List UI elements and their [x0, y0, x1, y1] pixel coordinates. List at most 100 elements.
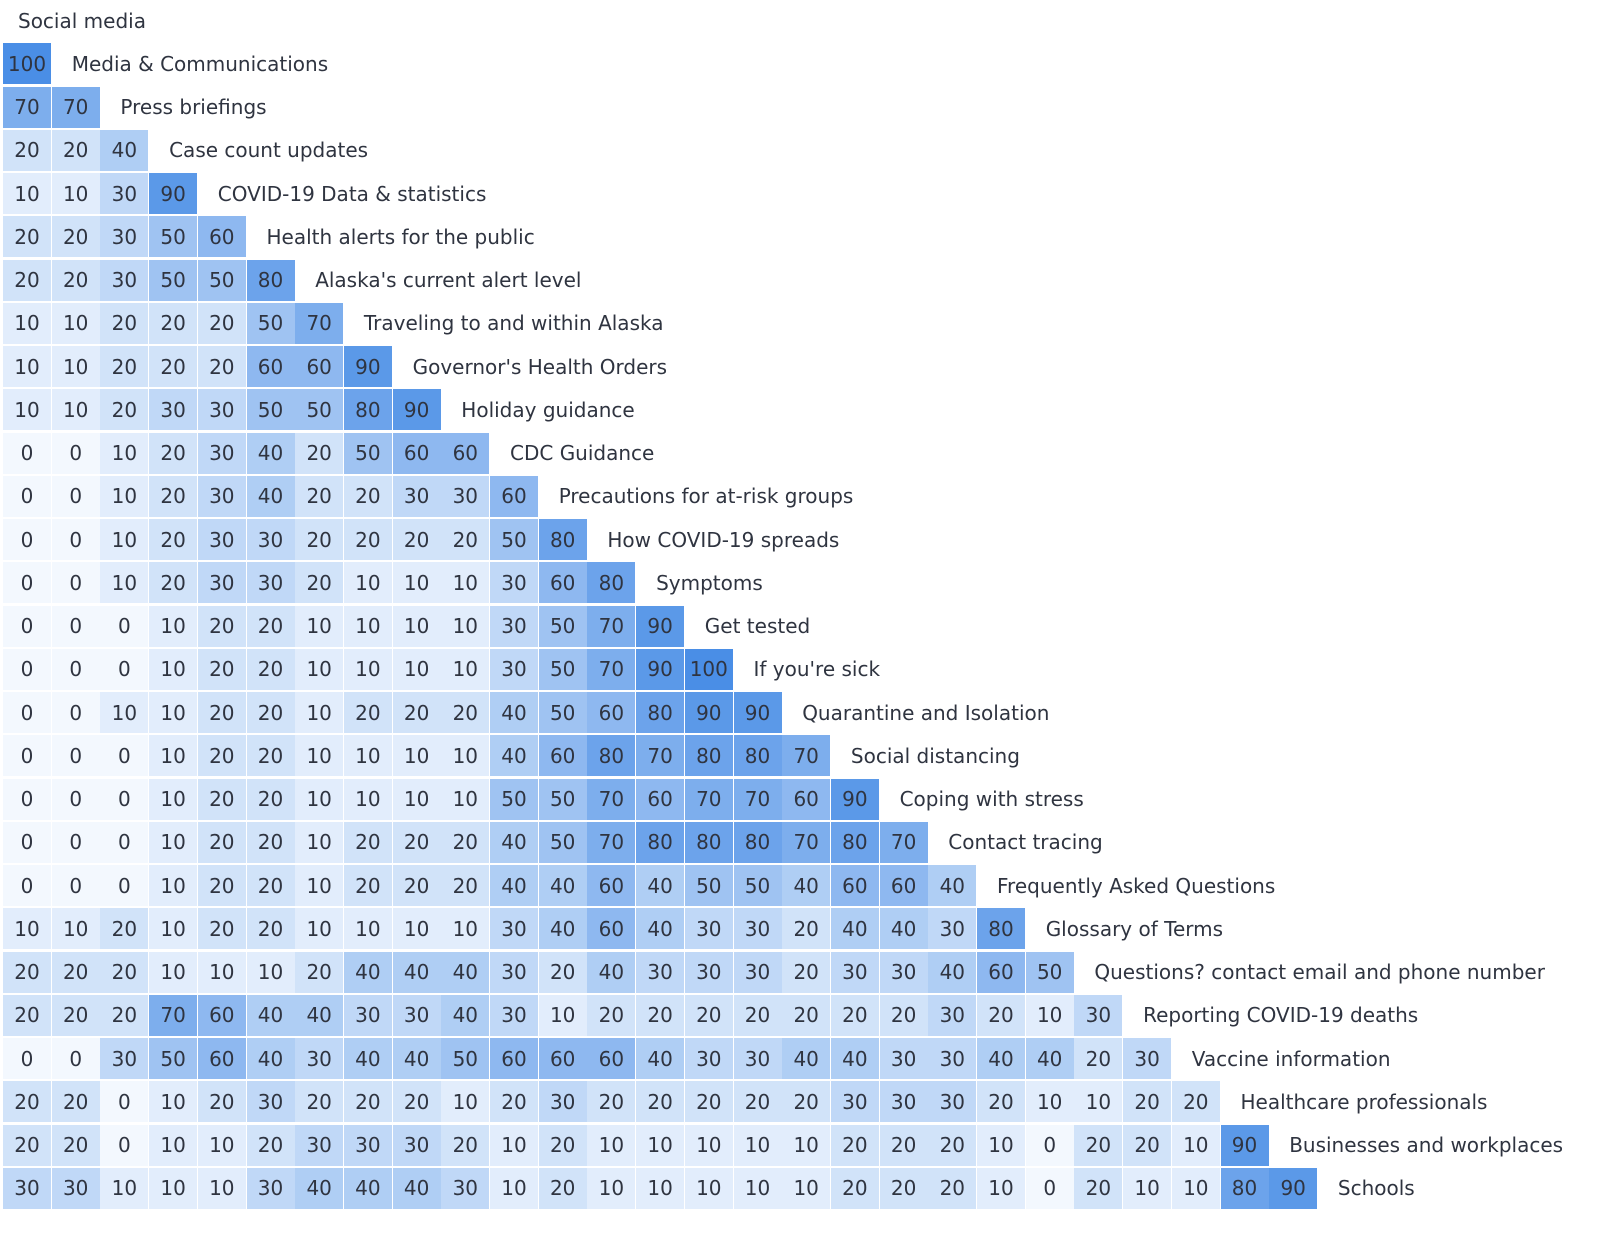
matrix-cell: 40	[928, 865, 977, 906]
matrix-cell: 20	[100, 908, 149, 950]
matrix-cell: 20	[246, 778, 295, 820]
matrix-cell: 60	[977, 951, 1025, 993]
matrix-cell: 20	[782, 1081, 831, 1123]
matrix-cell: 20	[100, 389, 149, 431]
matrix-cell: 30	[733, 951, 782, 993]
matrix-cell: 20	[1123, 1124, 1172, 1166]
matrix-cell: 0	[100, 1124, 149, 1166]
matrix-cell: 40	[490, 821, 538, 863]
matrix-cell: 10	[3, 346, 51, 387]
row-label: Health alerts for the public	[266, 224, 535, 249]
matrix-cell: 20	[977, 1081, 1025, 1123]
matrix-cell: 30	[441, 1167, 490, 1209]
matrix-cell: 10	[441, 908, 490, 950]
matrix-cell: 60	[197, 994, 246, 1036]
matrix-cell: 20	[782, 994, 831, 1036]
matrix-cell: 10	[684, 1167, 733, 1209]
matrix-cell: 100	[684, 648, 733, 690]
matrix-cell: 70	[684, 778, 733, 820]
matrix-cell: 20	[441, 865, 490, 906]
matrix-cell: 30	[343, 994, 392, 1036]
matrix-cell: 80	[538, 519, 587, 560]
matrix-cell: 20	[3, 129, 51, 171]
matrix-cell: 20	[1171, 1081, 1220, 1123]
matrix-cell: 10	[149, 735, 198, 777]
matrix-cell: 10	[149, 648, 198, 690]
matrix-cell: 20	[246, 605, 295, 647]
matrix-cell: 50	[295, 389, 344, 431]
matrix-cell: 50	[684, 865, 733, 906]
matrix-cell: 20	[149, 519, 198, 560]
matrix-cell: 50	[538, 778, 587, 820]
matrix-cell: 20	[441, 821, 490, 863]
matrix-cell: 20	[197, 1081, 246, 1123]
matrix-cell: 20	[1074, 1038, 1123, 1079]
matrix-cell: 20	[246, 735, 295, 777]
matrix-cell: 10	[977, 1167, 1025, 1209]
matrix-cell: 0	[3, 778, 51, 820]
row-label: Traveling to and within Alaska	[363, 311, 664, 336]
matrix-cell: 20	[51, 259, 100, 301]
matrix-cell: 10	[782, 1167, 831, 1209]
matrix-cell: 20	[3, 951, 51, 993]
matrix-cell: 50	[1025, 951, 1074, 993]
matrix-cell: 30	[392, 994, 441, 1036]
matrix-cell: 10	[51, 908, 100, 950]
matrix-cell: 20	[490, 1081, 538, 1123]
matrix-cell: 10	[149, 778, 198, 820]
matrix-cell: 10	[441, 1081, 490, 1123]
matrix-cell: 10	[295, 908, 344, 950]
matrix-cell: 20	[51, 1124, 100, 1166]
matrix-cell: 20	[295, 519, 344, 560]
matrix-cell: 20	[197, 778, 246, 820]
matrix-cell: 80	[684, 821, 733, 863]
matrix-cell: 20	[246, 692, 295, 733]
matrix-cell: 60	[587, 865, 636, 906]
matrix-cell: 10	[295, 735, 344, 777]
row-label: Contact tracing	[948, 830, 1103, 855]
matrix-cell: 10	[490, 1124, 538, 1166]
matrix-cell: 0	[51, 865, 100, 906]
matrix-cell: 70	[587, 778, 636, 820]
matrix-cell: 50	[149, 216, 198, 258]
matrix-cell: 0	[51, 562, 100, 604]
matrix-cell: 10	[295, 821, 344, 863]
matrix-cell: 20	[343, 1081, 392, 1123]
matrix-cell: 40	[343, 951, 392, 993]
matrix-cell: 80	[636, 692, 685, 733]
matrix-cell: 40	[879, 908, 928, 950]
matrix-cell: 20	[51, 1081, 100, 1123]
matrix-cell: 30	[490, 648, 538, 690]
matrix-cell: 30	[246, 1167, 295, 1209]
matrix-cell: 60	[490, 1038, 538, 1079]
matrix-cell: 10	[3, 389, 51, 431]
matrix-cell: 50	[538, 648, 587, 690]
matrix-cell: 60	[587, 692, 636, 733]
matrix-cell: 90	[636, 648, 685, 690]
matrix-cell: 10	[441, 735, 490, 777]
matrix-cell: 30	[246, 562, 295, 604]
matrix-cell: 20	[3, 1124, 51, 1166]
matrix-cell: 0	[51, 475, 100, 517]
matrix-cell: 0	[51, 778, 100, 820]
matrix-cell: 60	[587, 908, 636, 950]
matrix-cell: 0	[100, 778, 149, 820]
matrix-cell: 40	[636, 908, 685, 950]
matrix-cell: 10	[149, 908, 198, 950]
matrix-cell: 20	[100, 994, 149, 1036]
matrix-cell: 40	[538, 908, 587, 950]
matrix-cell: 20	[343, 821, 392, 863]
matrix-cell: 70	[587, 605, 636, 647]
matrix-cell: 0	[3, 648, 51, 690]
matrix-cell: 20	[441, 1124, 490, 1166]
matrix-cell: 10	[1074, 1081, 1123, 1123]
matrix-cell: 20	[246, 648, 295, 690]
matrix-cell: 10	[3, 173, 51, 214]
row-label: Social distancing	[850, 743, 1020, 768]
matrix-cell: 20	[392, 1081, 441, 1123]
row-label: Get tested	[704, 614, 811, 638]
matrix-cell: 10	[149, 1081, 198, 1123]
matrix-cell: 20	[246, 865, 295, 906]
matrix-cell: 70	[636, 735, 685, 777]
matrix-cell: 30	[149, 389, 198, 431]
